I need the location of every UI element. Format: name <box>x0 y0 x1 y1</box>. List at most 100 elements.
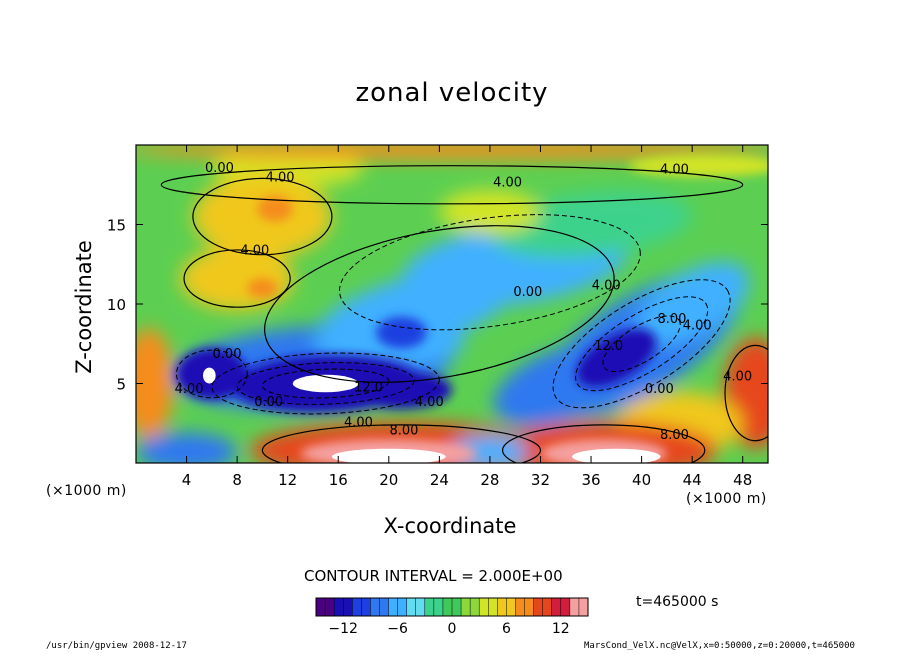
colorbar-cell <box>433 598 444 616</box>
colorbar-tick-label: 0 <box>448 621 457 637</box>
contour-line <box>261 368 390 399</box>
y-tick-label: 15 <box>107 217 126 235</box>
contour-label: 8.00 <box>657 312 686 327</box>
contour-label: 4.00 <box>266 171 295 186</box>
x-tick-label: 24 <box>430 471 449 489</box>
extreme-core <box>331 448 446 463</box>
contour-label: 4.00 <box>415 395 444 410</box>
x-tick-label: 8 <box>232 471 242 489</box>
contour-label: 8.00 <box>389 423 418 438</box>
colorbar-cell <box>442 598 453 616</box>
y-tick-label: 10 <box>107 296 126 314</box>
x-tick-label: 40 <box>632 471 651 489</box>
contour-line <box>501 424 706 463</box>
field-region <box>136 327 174 440</box>
colorbar-cell <box>569 598 580 616</box>
colorbar-cell <box>406 598 417 616</box>
x-unit-label-left: (×1000 m) <box>46 483 127 499</box>
x-tick-label: 48 <box>733 471 752 489</box>
contour-label: 4.00 <box>660 163 689 178</box>
field-region <box>136 432 238 463</box>
colorbar-cell <box>578 598 589 616</box>
contour-label: 0.00 <box>205 161 234 176</box>
colorbar-cell <box>370 598 381 616</box>
contour-label: 12.0 <box>354 380 383 395</box>
contour-label: 0.00 <box>513 285 542 300</box>
colorbar-cell <box>515 598 526 616</box>
x-axis: 4 8 12 16 20 24 28 32 36 40 44 48 <box>182 145 752 489</box>
colorbar-tick-label: −12 <box>328 621 358 637</box>
colorbar-cell <box>479 598 489 616</box>
colorbar-cell <box>488 598 498 616</box>
field-region <box>247 278 278 298</box>
x-unit-label-right: (×1000 m) <box>686 491 767 507</box>
colorbar-cell <box>352 598 362 616</box>
contour-line <box>211 352 440 415</box>
chart-title: zonal velocity <box>355 78 549 108</box>
colorbar-cell <box>325 598 335 616</box>
colorbar-cell <box>388 598 399 616</box>
contour-label: 4.00 <box>493 175 522 190</box>
contour-line <box>724 344 768 442</box>
colorbar: −12 −6 0 6 12 <box>315 597 589 637</box>
field-region <box>439 189 541 235</box>
extreme-core <box>572 448 661 463</box>
colorbar-tick-label: 6 <box>502 621 511 637</box>
colorbar-cell <box>470 598 480 616</box>
contour-label: 0.00 <box>645 382 674 397</box>
x-tick-label: 16 <box>329 471 348 489</box>
contour-labels: 0.004.00 4.004.004.000.00 4.008.004.004.00… <box>175 161 753 443</box>
contour-line <box>183 249 291 308</box>
colorbar-cell <box>497 598 507 616</box>
contour-line <box>339 214 641 331</box>
colorbar-frame <box>315 597 589 617</box>
colorbar-cell <box>379 598 390 616</box>
contour-line <box>552 279 731 409</box>
y-axis: 5 10 15 <box>107 217 768 394</box>
colorbar-cell <box>343 598 353 616</box>
field-region <box>257 195 293 222</box>
y-tick-label: 5 <box>116 376 126 394</box>
colorbar-cell <box>461 598 471 616</box>
extreme-core <box>202 367 216 384</box>
contour-label: 4.00 <box>723 369 752 384</box>
contour-label: 8.00 <box>660 428 689 443</box>
x-tick-label: 20 <box>379 471 398 489</box>
contour-label: 4.00 <box>344 415 373 430</box>
x-tick-label: 28 <box>480 471 499 489</box>
colorbar-cell <box>506 598 517 616</box>
colorbar-cell <box>397 598 408 616</box>
field-region <box>490 191 692 258</box>
x-axis-label: X-coordinate <box>383 514 517 538</box>
contour-line <box>575 296 709 392</box>
contour-label: 4.00 <box>175 382 204 397</box>
time-stamp: t=465000 s <box>636 594 719 610</box>
colorbar-tick-label: −6 <box>387 621 408 637</box>
x-tick-label: 36 <box>581 471 600 489</box>
contour-lines <box>160 165 768 463</box>
y-axis-label: Z-coordinate <box>72 240 96 374</box>
colorbar-cell <box>424 598 435 616</box>
contour-line <box>160 165 744 205</box>
contour-label: 0.00 <box>254 395 283 410</box>
field-region <box>136 145 768 160</box>
contour-line <box>261 424 542 463</box>
x-tick-label: 4 <box>182 471 192 489</box>
contour-line <box>264 225 615 383</box>
colorbar-cell <box>316 598 326 616</box>
colorbar-cell <box>533 598 544 616</box>
x-tick-label: 32 <box>531 471 550 489</box>
colorbar-cell <box>334 598 344 616</box>
contour-label: 12.0 <box>594 339 623 354</box>
colorbar-cell <box>361 598 371 616</box>
x-tick-label: 44 <box>683 471 702 489</box>
contour-line <box>175 349 248 399</box>
contour-label: 4.00 <box>683 318 712 333</box>
field-region <box>576 328 657 388</box>
colorbar-cell <box>524 598 535 616</box>
field-region <box>376 316 427 349</box>
colorbar-cell <box>452 598 462 616</box>
contour-label: 4.00 <box>592 279 621 294</box>
contour-interval: CONTOUR INTERVAL = 2.000E+00 <box>304 567 563 585</box>
